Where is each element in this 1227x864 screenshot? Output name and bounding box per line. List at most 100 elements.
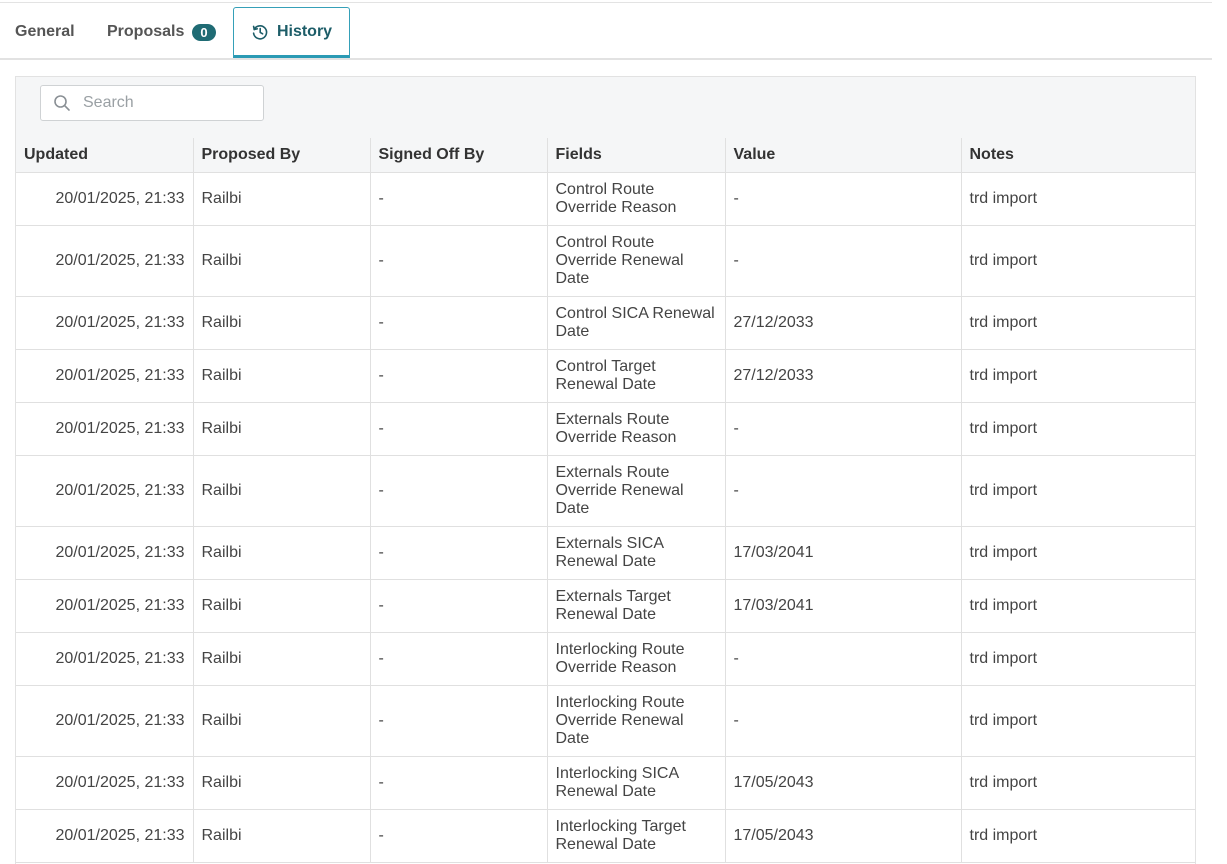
cell-signed-off-by: -: [370, 809, 548, 863]
cell-proposed-by: Railbi: [193, 402, 371, 456]
cell-signed-off-by: -: [370, 632, 548, 686]
cell-value: 17/05/2043: [725, 756, 962, 810]
table-row[interactable]: 20/01/2025, 21:33 Railbi - Interlocking SIC…: [16, 756, 1195, 810]
table-row[interactable]: 20/01/2025, 21:33 Railbi - Externals SICA R…: [16, 526, 1195, 580]
cell-updated: 20/01/2025, 21:33: [16, 579, 194, 633]
table-row[interactable]: 20/01/2025, 21:33 Railbi - Control SICA Ren…: [16, 296, 1195, 350]
cell-signed-off-by: -: [370, 685, 548, 757]
history-table-body: 20/01/2025, 21:33 Railbi - Control Route Ov…: [16, 172, 1195, 863]
cell-signed-off-by: -: [370, 756, 548, 810]
search-input[interactable]: [81, 93, 255, 113]
cell-updated: 20/01/2025, 21:33: [16, 526, 194, 580]
search-box[interactable]: [40, 85, 264, 121]
cell-proposed-by: Railbi: [193, 296, 371, 350]
cell-proposed-by: Railbi: [193, 632, 371, 686]
cell-field: Interlocking SICA Renewal Date: [547, 756, 726, 810]
tab-history[interactable]: History: [233, 7, 350, 58]
proposals-count-badge: 0: [192, 23, 216, 41]
search-icon: [54, 95, 70, 111]
cell-updated: 20/01/2025, 21:33: [16, 756, 194, 810]
cell-signed-off-by: -: [370, 526, 548, 580]
tab-proposals-label: Proposals: [107, 23, 185, 40]
column-header-updated[interactable]: Updated: [16, 138, 194, 173]
cell-notes: trd import: [961, 455, 1195, 527]
cell-value: 27/12/2033: [725, 296, 962, 350]
cell-value: -: [725, 225, 962, 297]
cell-signed-off-by: -: [370, 455, 548, 527]
table-row[interactable]: 20/01/2025, 21:33 Railbi - Control Route Ov…: [16, 172, 1195, 226]
cell-signed-off-by: -: [370, 296, 548, 350]
cell-notes: trd import: [961, 756, 1195, 810]
cell-updated: 20/01/2025, 21:33: [16, 685, 194, 757]
cell-proposed-by: Railbi: [193, 172, 371, 226]
cell-proposed-by: Railbi: [193, 809, 371, 863]
cell-updated: 20/01/2025, 21:33: [16, 172, 194, 226]
top-divider: [0, 2, 1212, 3]
cell-field: Control Route Override Renewal Date: [547, 225, 726, 297]
table-row[interactable]: 20/01/2025, 21:33 Railbi - Externals Target…: [16, 579, 1195, 633]
cell-notes: trd import: [961, 579, 1195, 633]
cell-signed-off-by: -: [370, 349, 548, 403]
cell-notes: trd import: [961, 526, 1195, 580]
cell-proposed-by: Railbi: [193, 225, 371, 297]
table-header-row: Updated Proposed By Signed Off By Fields…: [16, 138, 1195, 173]
cell-proposed-by: Railbi: [193, 685, 371, 757]
cell-signed-off-by: -: [370, 402, 548, 456]
table-row[interactable]: 20/01/2025, 21:33 Railbi - Interlocking Rou…: [16, 685, 1195, 757]
cell-notes: trd import: [961, 296, 1195, 350]
tab-general-label: General: [15, 23, 75, 40]
table-row[interactable]: 20/01/2025, 21:33 Railbi - Externals Route …: [16, 455, 1195, 527]
cell-value: -: [725, 632, 962, 686]
table-row[interactable]: 20/01/2025, 21:33 Railbi - Interlocking Rou…: [16, 632, 1195, 686]
cell-field: Interlocking Route Override Renewal Date: [547, 685, 726, 757]
cell-signed-off-by: -: [370, 579, 548, 633]
cell-updated: 20/01/2025, 21:33: [16, 225, 194, 297]
cell-updated: 20/01/2025, 21:33: [16, 402, 194, 456]
table-row[interactable]: 20/01/2025, 21:33 Railbi - Control Route Ov…: [16, 225, 1195, 297]
cell-updated: 20/01/2025, 21:33: [16, 632, 194, 686]
history-table: Updated Proposed By Signed Off By Fields…: [16, 138, 1195, 863]
cell-field: Interlocking Route Override Reason: [547, 632, 726, 686]
cell-field: Control Target Renewal Date: [547, 349, 726, 403]
cell-proposed-by: Railbi: [193, 526, 371, 580]
history-panel: Updated Proposed By Signed Off By Fields…: [15, 76, 1196, 864]
tab-proposals[interactable]: Proposals 0: [107, 6, 216, 58]
cell-value: -: [725, 402, 962, 456]
column-header-proposed-by[interactable]: Proposed By: [193, 138, 371, 173]
cell-notes: trd import: [961, 349, 1195, 403]
tab-history-label: History: [276, 22, 333, 40]
table-toolbar: [16, 77, 1195, 139]
cell-value: -: [725, 685, 962, 757]
tab-bar-divider: [0, 58, 1212, 60]
tab-general[interactable]: General: [15, 6, 75, 58]
column-header-fields[interactable]: Fields: [547, 138, 726, 173]
cell-proposed-by: Railbi: [193, 756, 371, 810]
cell-notes: trd import: [961, 402, 1195, 456]
cell-notes: trd import: [961, 172, 1195, 226]
column-header-value[interactable]: Value: [725, 138, 962, 173]
cell-field: Externals Target Renewal Date: [547, 579, 726, 633]
cell-notes: trd import: [961, 809, 1195, 863]
cell-field: Interlocking Target Renewal Date: [547, 809, 726, 863]
tab-bar: General Proposals 0 History: [0, 0, 1212, 60]
column-header-signed-off-by[interactable]: Signed Off By: [370, 138, 548, 173]
cell-proposed-by: Railbi: [193, 349, 371, 403]
cell-field: Control Route Override Reason: [547, 172, 726, 226]
cell-proposed-by: Railbi: [193, 455, 371, 527]
cell-value: 17/03/2041: [725, 579, 962, 633]
table-row[interactable]: 20/01/2025, 21:33 Railbi - Interlocking Tar…: [16, 809, 1195, 863]
cell-proposed-by: Railbi: [193, 579, 371, 633]
cell-field: Control SICA Renewal Date: [547, 296, 726, 350]
cell-value: -: [725, 172, 962, 226]
column-header-notes[interactable]: Notes: [961, 138, 1195, 173]
table-row[interactable]: 20/01/2025, 21:33 Railbi - Externals Route …: [16, 402, 1195, 456]
cell-updated: 20/01/2025, 21:33: [16, 809, 194, 863]
cell-updated: 20/01/2025, 21:33: [16, 296, 194, 350]
cell-signed-off-by: -: [370, 225, 548, 297]
history-icon: [252, 24, 268, 40]
cell-value: -: [725, 455, 962, 527]
cell-updated: 20/01/2025, 21:33: [16, 349, 194, 403]
cell-notes: trd import: [961, 632, 1195, 686]
table-row[interactable]: 20/01/2025, 21:33 Railbi - Control Target R…: [16, 349, 1195, 403]
cell-notes: trd import: [961, 225, 1195, 297]
